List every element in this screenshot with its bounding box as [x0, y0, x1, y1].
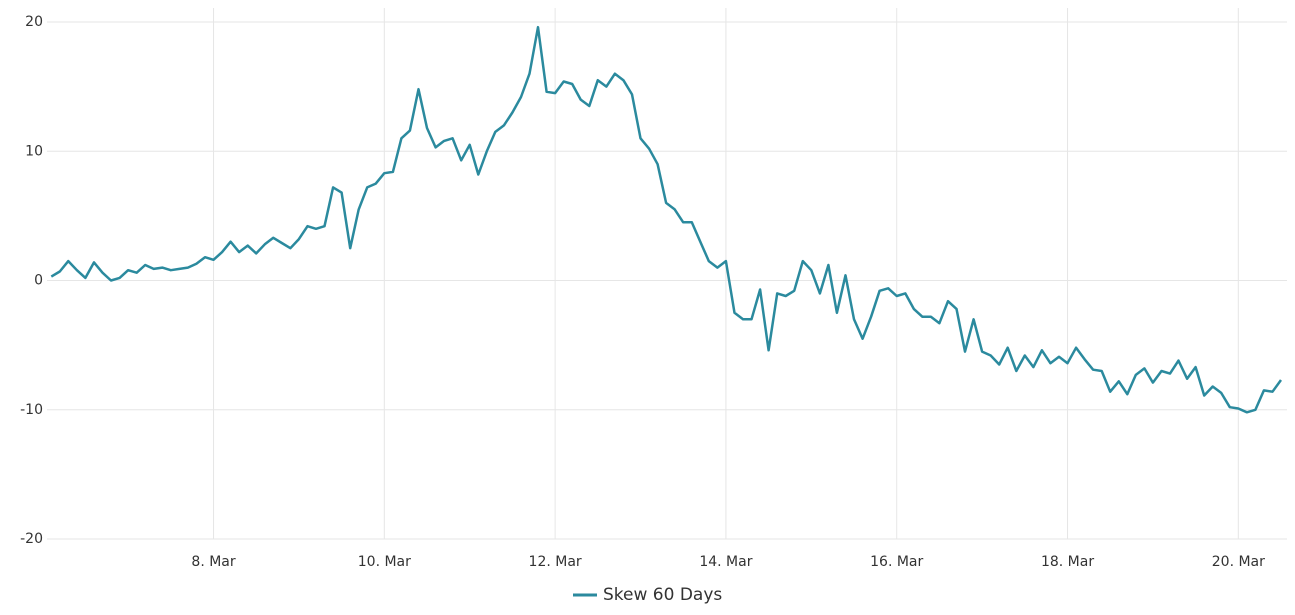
x-tick-label: 10. Mar [358, 554, 411, 570]
x-tick-label: 8. Mar [191, 554, 235, 570]
x-tick-label: 12. Mar [529, 554, 582, 570]
y-tick-label: -10 [20, 402, 43, 418]
x-tick-label: 16. Mar [870, 554, 923, 570]
x-tick-label: 18. Mar [1041, 554, 1094, 570]
y-tick-label: 10 [25, 143, 43, 159]
y-tick-label: 20 [25, 14, 43, 30]
x-tick-label: 14. Mar [699, 554, 752, 570]
y-tick-label: -20 [20, 531, 43, 547]
legend-label: Skew 60 Days [603, 585, 722, 605]
x-tick-label: 20. Mar [1212, 554, 1265, 570]
line-series [50, 25, 1283, 414]
y-tick-label: 0 [34, 273, 43, 289]
